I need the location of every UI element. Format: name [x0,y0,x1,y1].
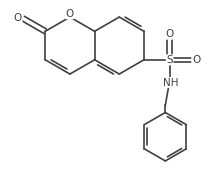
Text: NH: NH [163,78,179,88]
Text: S: S [166,55,173,65]
Text: O: O [66,9,74,19]
Text: O: O [14,14,22,23]
Text: O: O [165,29,174,39]
Text: O: O [192,55,200,65]
